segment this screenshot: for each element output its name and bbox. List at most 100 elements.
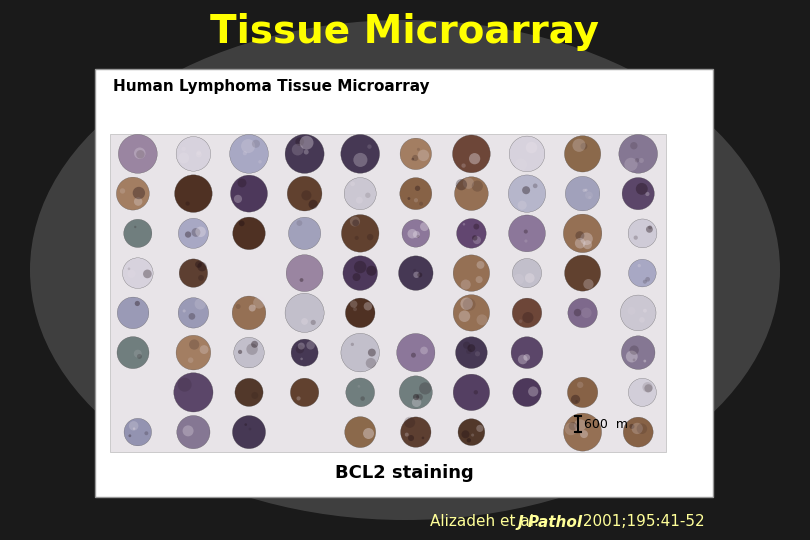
Circle shape — [231, 175, 267, 212]
Bar — [110, 134, 666, 452]
Circle shape — [629, 259, 656, 287]
Circle shape — [407, 197, 411, 200]
Circle shape — [355, 236, 359, 240]
Circle shape — [235, 379, 263, 407]
Circle shape — [236, 304, 241, 309]
Circle shape — [177, 377, 192, 392]
Circle shape — [574, 419, 586, 431]
Circle shape — [400, 138, 432, 170]
Circle shape — [134, 350, 142, 357]
Circle shape — [134, 197, 143, 206]
Circle shape — [411, 158, 414, 160]
Circle shape — [286, 255, 323, 292]
Circle shape — [626, 350, 637, 362]
Circle shape — [350, 181, 355, 186]
Bar — [95, 69, 713, 497]
Circle shape — [402, 220, 429, 247]
Circle shape — [182, 426, 194, 436]
Circle shape — [467, 438, 471, 442]
Circle shape — [575, 231, 584, 240]
Circle shape — [629, 346, 639, 355]
Circle shape — [292, 144, 304, 156]
Circle shape — [360, 396, 364, 401]
Circle shape — [252, 140, 260, 148]
Circle shape — [189, 340, 199, 350]
Circle shape — [643, 360, 646, 362]
Circle shape — [475, 276, 483, 283]
Circle shape — [453, 255, 489, 292]
Circle shape — [518, 201, 526, 210]
Circle shape — [298, 342, 305, 349]
Circle shape — [585, 192, 593, 199]
Circle shape — [300, 278, 304, 282]
Circle shape — [198, 262, 207, 272]
Circle shape — [458, 418, 485, 445]
Circle shape — [413, 394, 419, 400]
Circle shape — [229, 134, 268, 173]
Circle shape — [133, 427, 135, 430]
Circle shape — [309, 200, 318, 209]
Circle shape — [196, 151, 201, 155]
Circle shape — [511, 337, 543, 368]
Circle shape — [288, 176, 322, 211]
Circle shape — [509, 215, 545, 252]
Circle shape — [416, 235, 420, 238]
Circle shape — [413, 272, 420, 278]
Circle shape — [583, 279, 594, 289]
Circle shape — [345, 417, 376, 448]
Circle shape — [575, 400, 578, 403]
Circle shape — [122, 258, 153, 288]
Circle shape — [185, 231, 191, 238]
Circle shape — [565, 136, 601, 172]
Circle shape — [463, 178, 474, 189]
Circle shape — [573, 139, 586, 152]
Circle shape — [134, 301, 140, 306]
Circle shape — [234, 338, 264, 368]
Circle shape — [564, 413, 602, 451]
Circle shape — [581, 143, 587, 150]
Circle shape — [182, 309, 185, 313]
Circle shape — [415, 186, 420, 191]
Circle shape — [310, 320, 316, 325]
Circle shape — [416, 394, 423, 401]
Circle shape — [414, 198, 418, 202]
Circle shape — [526, 142, 537, 153]
Circle shape — [195, 261, 202, 268]
Text: 2001;195:41-52: 2001;195:41-52 — [578, 515, 705, 530]
Circle shape — [258, 160, 262, 164]
Circle shape — [645, 384, 653, 393]
Circle shape — [350, 217, 360, 227]
Circle shape — [632, 423, 643, 434]
Circle shape — [306, 341, 315, 349]
Circle shape — [185, 201, 190, 206]
Circle shape — [246, 343, 258, 355]
Circle shape — [251, 341, 258, 348]
Circle shape — [513, 378, 541, 407]
Circle shape — [118, 134, 157, 173]
Circle shape — [646, 277, 650, 282]
Circle shape — [232, 217, 266, 249]
Circle shape — [518, 319, 522, 323]
Circle shape — [199, 345, 208, 354]
Circle shape — [350, 300, 357, 308]
Circle shape — [405, 433, 409, 436]
Circle shape — [399, 256, 433, 291]
Circle shape — [454, 177, 488, 211]
Circle shape — [352, 273, 360, 281]
Circle shape — [420, 347, 428, 354]
Circle shape — [571, 395, 580, 404]
Circle shape — [646, 192, 650, 196]
Circle shape — [467, 344, 475, 352]
Circle shape — [301, 318, 308, 325]
Circle shape — [341, 333, 380, 372]
Circle shape — [117, 177, 149, 210]
Circle shape — [419, 202, 423, 206]
Circle shape — [239, 220, 245, 226]
Circle shape — [457, 219, 486, 248]
Circle shape — [134, 226, 136, 228]
Circle shape — [413, 269, 416, 272]
Circle shape — [245, 423, 247, 426]
Circle shape — [296, 137, 304, 146]
Circle shape — [243, 151, 247, 156]
Circle shape — [476, 425, 484, 432]
